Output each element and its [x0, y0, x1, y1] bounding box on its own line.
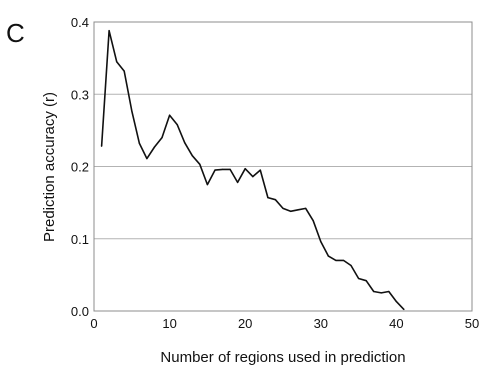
data-point-9	[169, 114, 171, 116]
data-point-31	[335, 259, 337, 262]
data-point-25	[289, 210, 292, 212]
data-point-2	[116, 61, 118, 63]
grid-lines	[94, 93, 472, 240]
data-point-14	[206, 183, 208, 186]
data-point-32	[342, 259, 345, 262]
y-tick-label-4: 0.4	[71, 15, 89, 30]
data-point-36	[373, 290, 375, 293]
y-tick-label-2: 0.2	[71, 160, 89, 175]
data-point-18	[237, 181, 239, 183]
y-axis-ticks: 0.0 0.1 0.2 0.3 0.4	[71, 15, 89, 319]
data-point-1	[108, 30, 110, 32]
data-point-28	[312, 220, 314, 222]
data-point-37	[380, 292, 382, 294]
data-point-13	[199, 163, 201, 165]
x-axis-title: Number of regions used in prediction	[160, 349, 405, 366]
x-tick-label-2: 20	[238, 316, 252, 331]
data-point-16	[221, 168, 224, 170]
data-point-3	[123, 70, 125, 72]
data-point-8	[161, 137, 163, 139]
data-point-35	[365, 280, 367, 282]
x-tick-label-3: 30	[314, 316, 328, 331]
data-point-21	[259, 169, 261, 171]
series-line	[100, 29, 405, 311]
data-point-23	[274, 199, 277, 201]
data-point-27	[305, 207, 307, 210]
data-point-34	[358, 277, 360, 280]
data-point-33	[350, 264, 352, 267]
y-tick-label-1: 0.1	[71, 232, 89, 247]
data-point-0	[100, 145, 103, 147]
data-point-5	[138, 142, 140, 144]
data-point-17	[229, 168, 231, 170]
data-point-29	[320, 241, 322, 243]
y-tick-label-3: 0.3	[71, 87, 89, 102]
data-point-22	[267, 196, 269, 199]
y-axis-title: Prediction accuracy (r)	[41, 92, 58, 242]
data-points	[100, 30, 405, 311]
data-point-24	[282, 207, 284, 210]
plot-frame	[93, 21, 473, 312]
data-point-11	[184, 142, 186, 144]
data-point-19	[244, 168, 246, 170]
data-point-26	[297, 209, 299, 211]
y-tick-label-0: 0.0	[71, 304, 89, 319]
x-tick-label-0: 0	[90, 316, 97, 331]
data-point-20	[252, 176, 254, 178]
x-tick-label-4: 40	[389, 316, 403, 331]
data-point-10	[176, 123, 178, 126]
data-point-38	[388, 290, 390, 293]
data-point-15	[214, 169, 216, 171]
data-point-7	[153, 146, 156, 148]
x-tick-label-1: 10	[162, 316, 176, 331]
data-point-4	[131, 110, 133, 112]
data-point-40	[403, 308, 405, 311]
data-point-12	[191, 155, 193, 157]
x-axis-ticks: 0 10 20 30 40 50	[90, 316, 479, 331]
panel-letter: C	[6, 18, 25, 48]
x-tick-label-5: 50	[465, 316, 479, 331]
data-point-39	[395, 301, 397, 303]
data-point-6	[146, 157, 148, 160]
data-point-30	[327, 255, 329, 257]
